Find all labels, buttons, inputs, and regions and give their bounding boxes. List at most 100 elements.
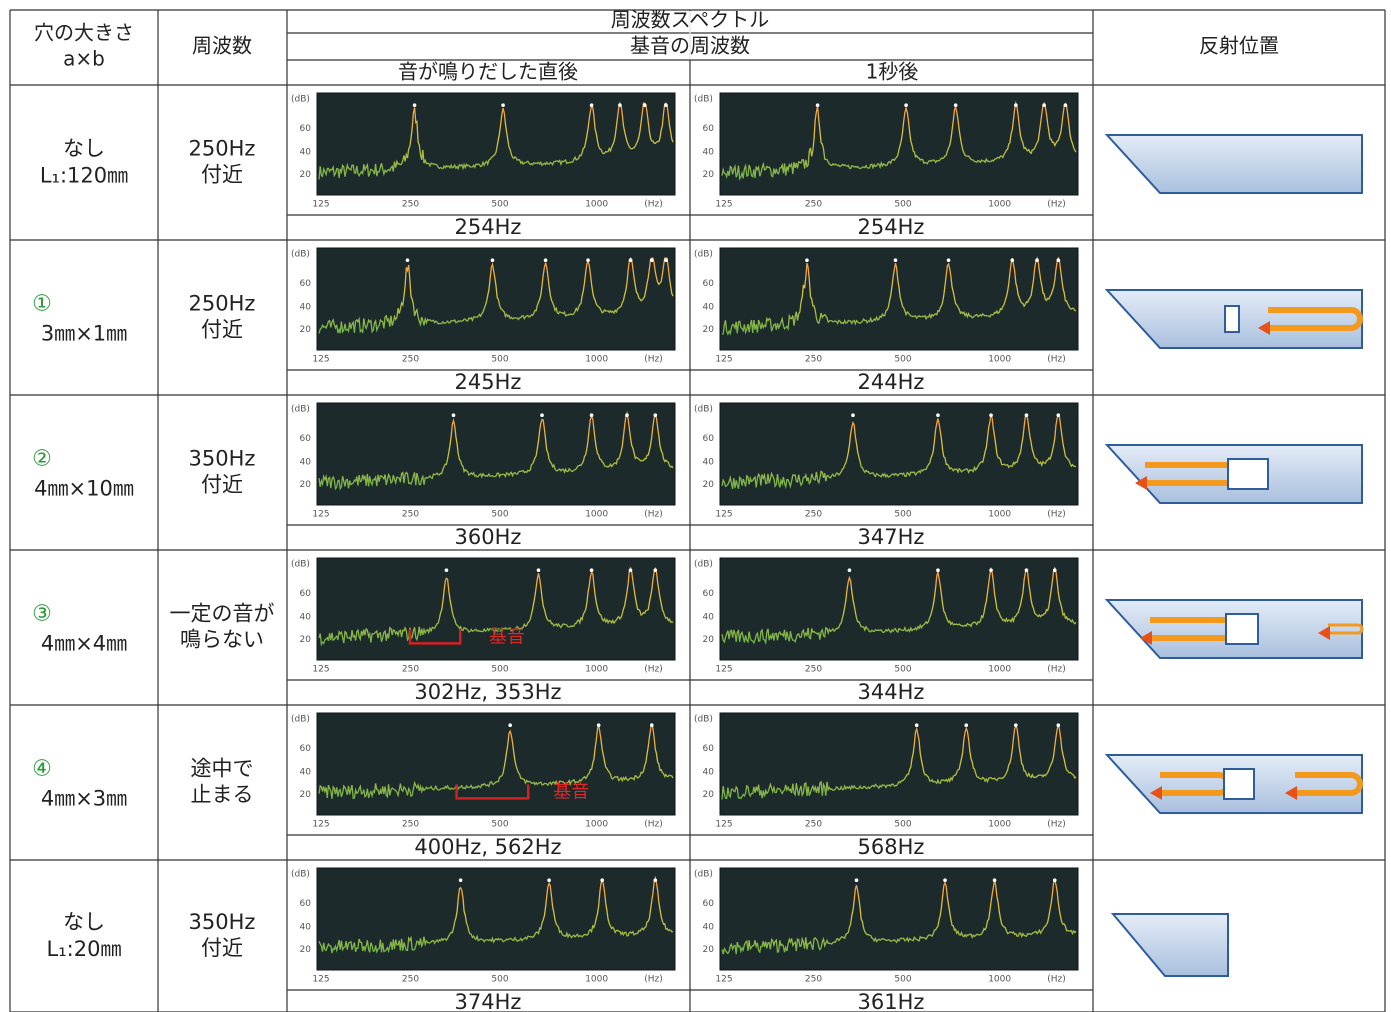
x-tick-label: 125 [715,355,732,365]
hole-marker: ④ [32,757,52,782]
y-tick-label: 20 [300,945,312,955]
x-tick-label: 500 [894,975,911,985]
x-unit: (Hz) [1047,820,1066,830]
hole-size: なし [63,137,105,161]
plot-area [317,248,675,350]
peak-dot [540,413,544,417]
x-tick-label: 500 [894,355,911,365]
header-immediately: 音が鳴りだした直後 [398,60,578,84]
peak-dot [1025,413,1029,417]
peak-dot [904,103,908,107]
y-unit: (dB) [291,250,310,260]
y-tick-label: 60 [703,279,715,289]
y-tick-label: 60 [703,434,715,444]
x-tick-label: 125 [715,510,732,520]
reflection-diagram [1107,290,1362,348]
y-tick-label: 40 [703,458,715,468]
x-tick-label: 250 [805,975,822,985]
peak-dot [936,568,940,572]
x-unit: (Hz) [1047,355,1066,365]
x-tick-label: 1000 [988,820,1011,830]
y-tick-label: 40 [300,613,312,623]
x-tick-label: 500 [491,665,508,675]
fundamental-caption: 254Hz [858,215,925,239]
x-tick-label: 1000 [988,975,1011,985]
y-tick-label: 60 [300,744,312,754]
y-tick-label: 20 [703,945,715,955]
hole [1225,306,1239,332]
peak-dot [855,878,859,882]
peak-dot [590,568,594,572]
y-tick-label: 40 [300,148,312,158]
peak-dot [1064,103,1068,107]
frequency-note: 250Hz [189,292,256,316]
y-tick-label: 20 [703,170,715,180]
peak-dot [643,103,647,107]
peak-dot [508,723,512,727]
hole [1228,459,1268,489]
y-tick-label: 60 [703,899,715,909]
frequency-note: 250Hz [189,137,256,161]
x-tick-label: 250 [402,665,419,675]
peak-dot [501,103,505,107]
y-tick-label: 20 [703,325,715,335]
x-tick-label: 125 [715,200,732,210]
x-tick-label: 1000 [585,975,608,985]
y-unit: (dB) [291,715,310,725]
hole [1226,614,1258,644]
y-tick-label: 40 [703,613,715,623]
x-tick-label: 500 [894,510,911,520]
x-tick-label: 250 [402,975,419,985]
peak-dot [413,103,417,107]
y-tick-label: 20 [300,635,312,645]
peak-dot [629,568,633,572]
y-unit: (dB) [291,95,310,105]
y-tick-label: 60 [300,124,312,134]
peak-dot [544,258,548,262]
x-tick-label: 1000 [585,665,608,675]
reflection-diagram [1107,445,1362,503]
y-tick-label: 40 [300,923,312,933]
peak-dot [993,878,997,882]
header-after: 1秒後 [866,60,919,84]
x-unit: (Hz) [1047,200,1066,210]
x-tick-label: 500 [491,355,508,365]
y-tick-label: 20 [300,480,312,490]
x-tick-label: 125 [312,820,329,830]
x-unit: (Hz) [1047,665,1066,675]
x-unit: (Hz) [644,665,663,675]
fundamental-label: 基音 [489,626,525,647]
fundamental-label: 基音 [553,781,589,802]
y-tick-label: 20 [300,325,312,335]
fundamental-caption: 347Hz [858,525,925,549]
hole [1224,769,1254,799]
hole-size: L₁:20㎜ [47,937,122,961]
x-tick-label: 500 [894,665,911,675]
peak-dot [459,878,463,882]
peak-dot [816,103,820,107]
tube [1113,914,1228,976]
fundamental-caption: 245Hz [455,370,522,394]
peak-dot [600,878,604,882]
peak-dot [1014,103,1018,107]
y-unit: (dB) [291,870,310,880]
spectrum-table: 穴の大きさa×b周波数周波数スペクトル基音の周波数音が鳴りだした直後1秒後反射位… [0,0,1391,1012]
fundamental-caption: 400Hz, 562Hz [414,835,561,859]
x-tick-label: 1000 [585,200,608,210]
peak-dot [650,723,654,727]
peak-dot [954,103,958,107]
x-unit: (Hz) [644,975,663,985]
peak-dot [586,258,590,262]
x-tick-label: 500 [491,200,508,210]
x-tick-label: 500 [894,820,911,830]
y-tick-label: 20 [300,790,312,800]
peak-dot [1057,258,1061,262]
y-tick-label: 20 [703,635,715,645]
x-tick-label: 1000 [585,510,608,520]
hole-size: なし [63,910,105,934]
frequency-note: 一定の音が [170,602,275,626]
hole-size: L₁:120㎜ [40,164,128,188]
header-frequency: 周波数 [192,34,252,58]
x-tick-label: 125 [312,355,329,365]
peak-dot [491,258,495,262]
